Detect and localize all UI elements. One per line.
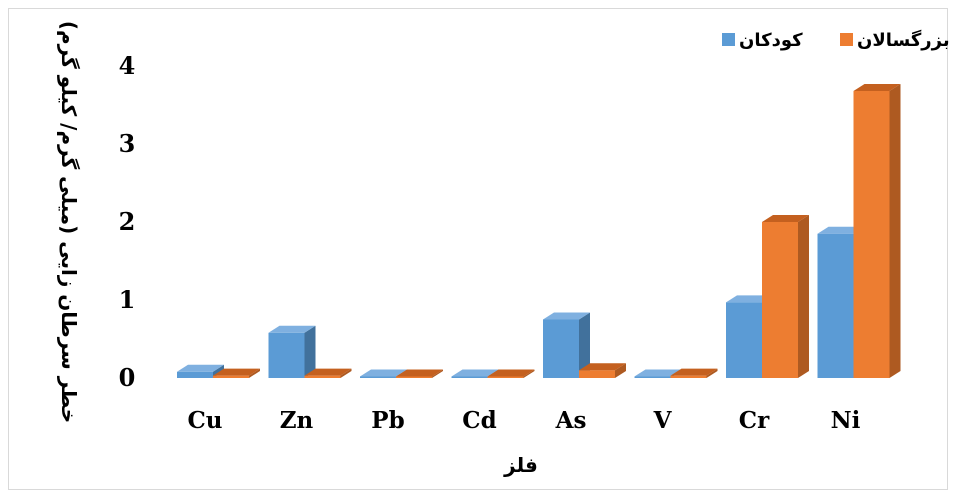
bar-front [451,376,488,378]
bar-top [762,215,809,222]
bar-adults-pb [396,369,443,378]
bar-adults-zn [304,368,352,378]
x-category-label: Pb [371,407,404,434]
bar-front [396,376,432,378]
x-category-label: Ni [831,407,861,434]
bars-group [177,83,901,379]
bar-front [268,332,305,378]
y-axis-title: خطر سرطان زایی (میلی گرم/ کیلو گرم) [57,21,81,423]
legend-label-adults: بزرگسالان [857,29,950,51]
bar-side [249,368,260,378]
bar-front [670,375,707,378]
x-category-label: Cr [739,407,770,434]
bar-top [817,226,865,234]
y-tick-label: 4 [119,51,136,80]
bar-adults-as [579,363,626,378]
legend-swatch-children [722,33,735,46]
bar-front [304,375,341,378]
bar-side [340,368,352,378]
bar-front [817,233,854,378]
x-axis-title: فلز [503,453,538,477]
y-tick-label: 2 [119,207,136,236]
bar-side [615,363,626,378]
bar-top [487,369,535,377]
y-tick-label: 0 [119,363,136,392]
bar-front [543,319,579,378]
bar-front [487,376,524,378]
x-category-label: V [653,407,673,434]
bar-top [634,369,682,377]
bar-front [762,222,798,378]
bar-side [706,368,718,378]
legend-label-children: کودکان [739,30,803,51]
y-tick-labels: 0 1 2 3 4 [119,51,136,392]
bar-adults-ni [853,83,901,379]
bar-children-as [543,312,590,378]
chart-frame [8,8,948,490]
bar-side [432,369,443,378]
bar-front [579,370,615,378]
bar-adults-cu [213,368,260,378]
bar-top [543,312,590,320]
bar-front [634,376,671,378]
x-category-label: Cu [187,407,222,434]
legend-swatch-adults [840,33,853,46]
bar-side [523,369,535,378]
bar-top [177,364,224,372]
bar-top [396,369,443,377]
bar-side [579,312,590,378]
bar-children-zn [268,325,316,378]
bar-front [853,90,890,379]
y-tick-label: 1 [119,285,136,314]
bar-front [213,375,249,378]
legend: کودکان بزرگسالان [722,29,950,51]
bar-top [853,83,901,91]
bar-side [304,325,316,378]
bar-adults-cr [762,215,809,378]
bar-top [304,368,352,376]
bar-front [360,376,396,378]
bar-front [726,302,762,378]
bar-adults-v [670,368,718,378]
bar-side [798,215,809,378]
bar-top [213,368,260,376]
bar-top [726,295,773,303]
bar-adults-cd [487,369,535,378]
y-tick-label: 3 [119,129,136,158]
x-category-label: Zn [280,407,314,434]
bar-top [451,369,499,377]
bar-top [360,369,407,377]
bar-top [670,368,718,376]
x-category-labels: Cu Zn Pb Cd As V Cr Ni [187,407,860,434]
bar-side [889,83,901,379]
bar-front [177,371,213,378]
x-category-label: As [555,407,587,434]
x-category-label: Cd [462,407,496,434]
bar-top [268,325,316,333]
bar-top [579,363,626,371]
